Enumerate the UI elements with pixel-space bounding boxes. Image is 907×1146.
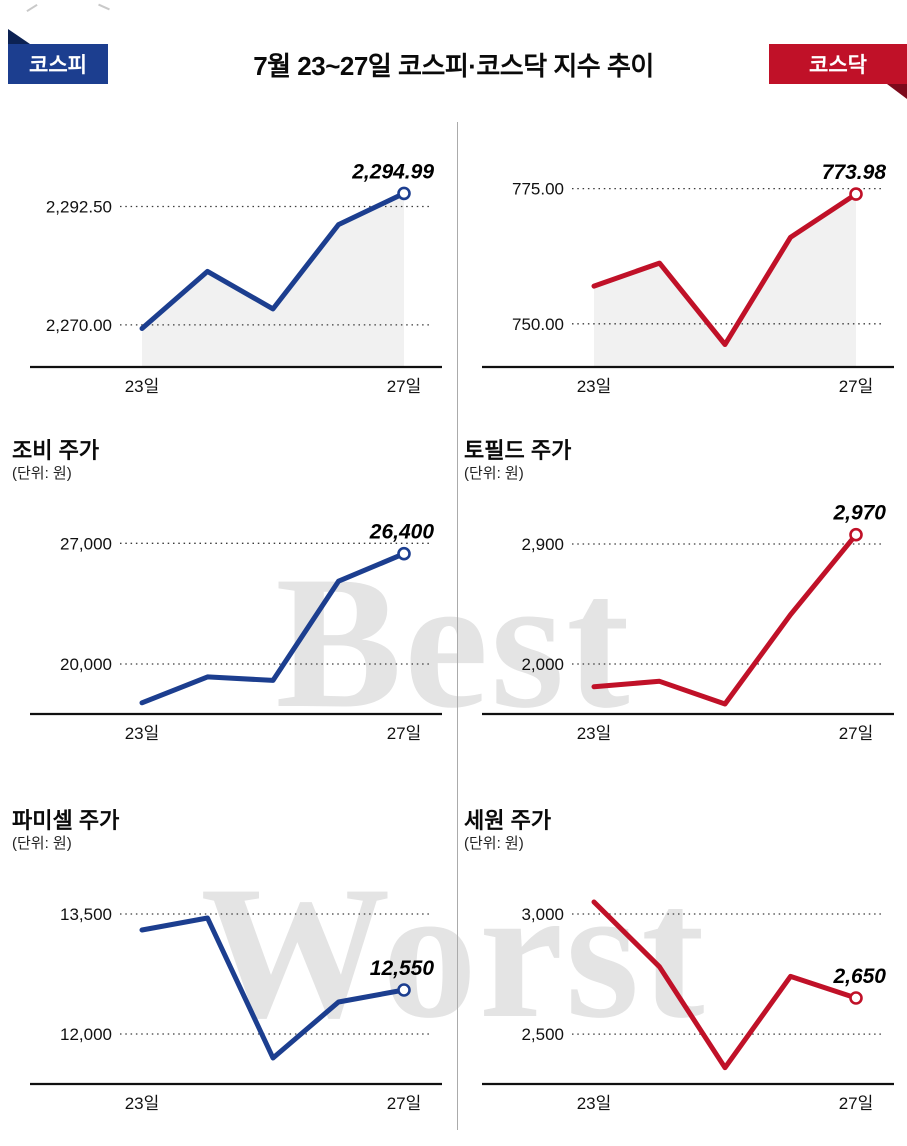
end-value-label: 2,650 (832, 965, 886, 988)
y-axis-label: 12,000 (60, 1025, 112, 1044)
end-marker (849, 187, 863, 201)
x-tick-label: 27일 (387, 377, 422, 396)
unit-label-pharmicell: (단위: 원) (12, 835, 72, 853)
pharmicell-chart-canvas: 13,500 12,000 23일 27일 12,550 (30, 905, 442, 1113)
x-tick-label: 23일 (125, 1094, 160, 1113)
end-value-label: 26,400 (369, 520, 435, 543)
series-line (591, 191, 859, 347)
sewon-stock-chart: 세원 주가 (단위: 원) 3,000 2,500 23일 27일 2,650 (464, 808, 907, 1119)
topfield-stock-chart: 토필드 주가 (단위: 원) 2,900 2,000 23일 27일 2,970 (464, 438, 907, 749)
series-line (139, 550, 407, 705)
cut-mark (26, 3, 38, 13)
pharmicell-stock-chart: 파미셀 주가 (단위: 원) 13,500 12,000 23일 27일 12,550 (12, 808, 457, 1119)
stock-title-topfield: 토필드 주가 (464, 438, 572, 463)
x-tick-label: 23일 (577, 377, 612, 396)
kosdaq-index-chart: 775.00 750.00 23일 27일 773.98 (464, 152, 907, 402)
series-line (591, 531, 859, 707)
end-marker (397, 186, 411, 201)
end-value-label: 773.98 (822, 161, 887, 184)
x-tick-label: 23일 (125, 724, 160, 743)
kospi-index-canvas: 2,292.50 2,270.00 23일 27일 2,294.99 (30, 160, 442, 396)
stock-title-pharmicell: 파미셀 주가 (12, 808, 120, 833)
end-value-label: 12,550 (370, 957, 435, 980)
kosdaq-badge: 코스닥 (769, 44, 907, 84)
y-axis-label: 2,292.50 (46, 198, 112, 217)
page-title: 7월 23~27일 코스피·코스닥 지수 추이 (253, 51, 654, 81)
end-marker (397, 982, 411, 997)
watermark-best: Best (275, 538, 632, 748)
y-axis-label: 3,000 (521, 905, 564, 924)
x-tick-label: 27일 (839, 724, 874, 743)
y-axis-label: 750.00 (512, 315, 564, 334)
x-tick-label: 27일 (387, 724, 422, 743)
y-axis-label: 2,900 (521, 535, 564, 554)
stock-title-sewon: 세원 주가 (464, 808, 552, 833)
kospi-index-chart: 2,292.50 2,270.00 23일 27일 2,294.99 (12, 152, 457, 402)
topfield-chart-canvas: 2,900 2,000 23일 27일 2,970 (482, 501, 894, 743)
end-marker (397, 546, 411, 561)
column-divider (457, 122, 458, 1130)
end-marker (849, 990, 863, 1005)
kospi-badge: 코스피 (8, 44, 108, 84)
jobi-stock-chart: 조비 주가 (단위: 원) 27,000 20,000 23일 27일 26,400 (12, 438, 457, 749)
x-tick-label: 23일 (577, 724, 612, 743)
x-tick-label: 27일 (839, 377, 874, 396)
end-marker (849, 527, 863, 542)
y-axis-label: 2,270.00 (46, 316, 112, 335)
end-value-label: 2,294.99 (351, 160, 434, 183)
y-axis-label: 20,000 (60, 655, 112, 674)
series-line (139, 190, 407, 331)
series-line (139, 915, 407, 1061)
cut-mark (98, 3, 110, 11)
x-tick-label: 27일 (839, 1094, 874, 1113)
end-value-label: 2,970 (832, 501, 886, 524)
ribbon-fold-left (8, 29, 30, 44)
y-axis-label: 775.00 (512, 180, 564, 199)
stock-title-jobi: 조비 주가 (12, 438, 100, 463)
area-fill (142, 193, 404, 367)
sewon-chart-canvas: 3,000 2,500 23일 27일 2,650 (482, 899, 894, 1113)
jobi-chart-canvas: 27,000 20,000 23일 27일 26,400 (30, 520, 442, 743)
y-axis-label: 2,000 (521, 655, 564, 674)
unit-label-sewon: (단위: 원) (464, 835, 524, 853)
y-axis-label: 27,000 (60, 534, 112, 553)
watermark-worst: Worst (200, 848, 707, 1058)
unit-label-topfield: (단위: 원) (464, 465, 524, 483)
series-line (591, 899, 859, 1070)
kosdaq-index-canvas: 775.00 750.00 23일 27일 773.98 (482, 161, 894, 396)
x-tick-label: 23일 (125, 377, 160, 396)
x-tick-label: 23일 (577, 1094, 612, 1113)
y-axis-label: 2,500 (521, 1025, 564, 1044)
x-tick-label: 27일 (387, 1094, 422, 1113)
kospi-badge-label: 코스피 (29, 54, 87, 77)
ribbon-fold-right (887, 84, 907, 99)
unit-label-jobi: (단위: 원) (12, 465, 72, 483)
kosdaq-badge-label: 코스닥 (809, 54, 867, 77)
y-axis-label: 13,500 (60, 905, 112, 924)
